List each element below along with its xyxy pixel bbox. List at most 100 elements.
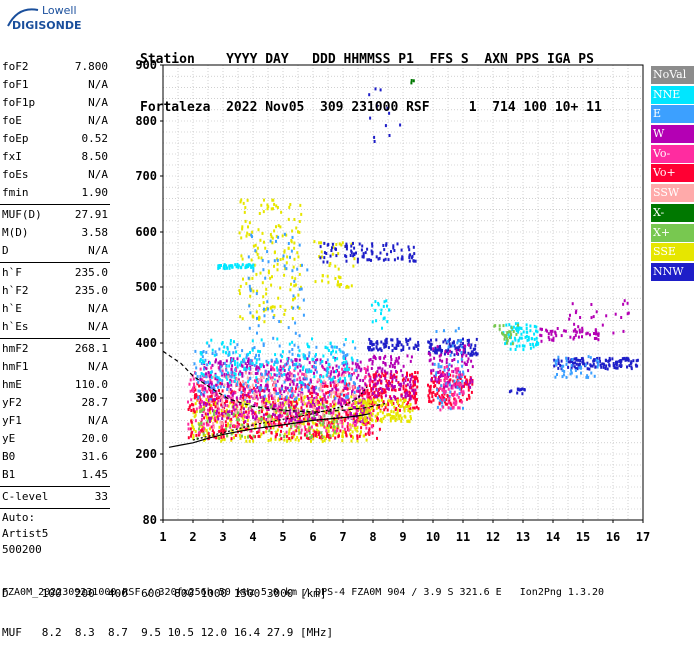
echo-point-vo [300, 428, 303, 432]
echo-point-vo [354, 412, 357, 416]
echo-point-vo [468, 395, 471, 399]
echo-point-nne [326, 371, 329, 374]
echo-point-vo [280, 437, 283, 441]
echo-point-w [247, 360, 249, 363]
param-value: N/A [88, 302, 108, 315]
echo-point-ssw [273, 391, 276, 395]
echo-point-x [505, 334, 508, 338]
echo-point-x [274, 408, 277, 412]
echo-point-e [263, 314, 266, 318]
echo-point-vo [308, 437, 311, 440]
echo-point-vo [371, 431, 374, 435]
echo-point-nne [525, 334, 528, 338]
echo-point-vo [203, 416, 206, 420]
echo-point-w [453, 358, 456, 361]
echo-point-e [556, 359, 559, 363]
echo-point-vo [374, 382, 377, 386]
echo-point-nne [217, 264, 220, 268]
echo-point-e [275, 239, 277, 243]
echo-point-vo [414, 398, 417, 402]
echo-point-e [230, 375, 233, 379]
echo-point-w [564, 329, 567, 333]
echo-point-sse [365, 418, 368, 422]
echo-point-vo [368, 374, 371, 378]
echo-point-sse [300, 212, 303, 216]
echo-point-nne [327, 367, 330, 371]
echo-point-nnw [383, 248, 386, 252]
echo-point-ssw [212, 421, 215, 425]
echo-point-nne [520, 327, 523, 330]
param-value: 235.0 [74, 284, 108, 297]
echo-point-vo [213, 399, 216, 403]
echo-point-sse [354, 402, 357, 406]
logo-lowell-text: Lowell [42, 4, 77, 17]
echo-point-vo [220, 429, 223, 433]
echo-point-vo [224, 420, 227, 424]
echo-point-w [281, 401, 284, 405]
echo-point-sse [254, 243, 257, 247]
echo-point-nnw [390, 250, 392, 254]
echo-point-e [298, 287, 301, 291]
echo-point-sse [291, 229, 294, 233]
echo-point-sse [292, 265, 295, 269]
echo-point-w [551, 338, 554, 342]
echo-point-sse [223, 438, 226, 442]
echo-point-sse [318, 241, 321, 245]
echo-point-vo [366, 389, 369, 393]
echo-point-e [264, 372, 267, 376]
echo-point-w [540, 339, 543, 343]
echo-point-sse [404, 398, 407, 402]
echo-point-e [291, 235, 294, 239]
echo-point-vo [414, 393, 417, 397]
echo-point-e [294, 331, 297, 335]
echo-point-vo [206, 390, 209, 394]
echo-point-e [262, 268, 265, 272]
echo-point-x [512, 330, 515, 333]
echo-point-ssw [227, 375, 230, 379]
echo-point-nnw [437, 348, 440, 352]
echo-point-vo [208, 435, 211, 439]
echo-point-vo [372, 409, 375, 412]
echo-point-vo [242, 389, 245, 392]
echo-point-w [384, 363, 387, 367]
echo-point-w [446, 373, 449, 377]
echo-point-sse [378, 399, 381, 403]
echo-point-vo [273, 368, 276, 372]
echo-point-vo [416, 379, 419, 383]
echo-point-e [297, 353, 299, 357]
echo-point-vo [306, 414, 309, 418]
echo-point-e [462, 372, 465, 376]
echo-point-sse [205, 398, 208, 402]
echo-point-sse [282, 257, 285, 261]
echo-point-vo [285, 434, 288, 438]
echo-point-e [298, 334, 301, 338]
echo-point-sse [229, 401, 232, 405]
echo-point-nnw [408, 256, 411, 259]
echo-point-e [458, 387, 461, 391]
echo-point-w [266, 363, 269, 367]
echo-point-ssw [269, 373, 271, 377]
echo-point-vo [355, 419, 358, 423]
echo-point-nnw [463, 347, 466, 351]
echo-point-w [341, 398, 344, 402]
echo-point-w [471, 380, 474, 384]
echo-point-e [443, 398, 446, 402]
echo-point-sse [353, 257, 356, 261]
echo-point-nne [307, 344, 309, 348]
echo-point-ssw [255, 420, 258, 424]
echo-point-w [240, 372, 243, 375]
echo-point-vo [194, 393, 196, 397]
echo-point-vo [277, 406, 280, 410]
echo-point-ssw [238, 380, 241, 384]
echo-point-nne [380, 308, 383, 312]
echo-point-sse [356, 429, 359, 433]
echo-point-nnw [410, 256, 413, 260]
echo-point-sse [297, 438, 300, 442]
echo-point-w [404, 394, 407, 398]
echo-point-e [267, 260, 270, 264]
echo-point-vo [257, 430, 260, 434]
echo-point-sse [298, 220, 301, 223]
echo-point-sse [335, 418, 337, 422]
echo-point-vo [362, 397, 364, 401]
echo-point-nne [388, 308, 391, 312]
